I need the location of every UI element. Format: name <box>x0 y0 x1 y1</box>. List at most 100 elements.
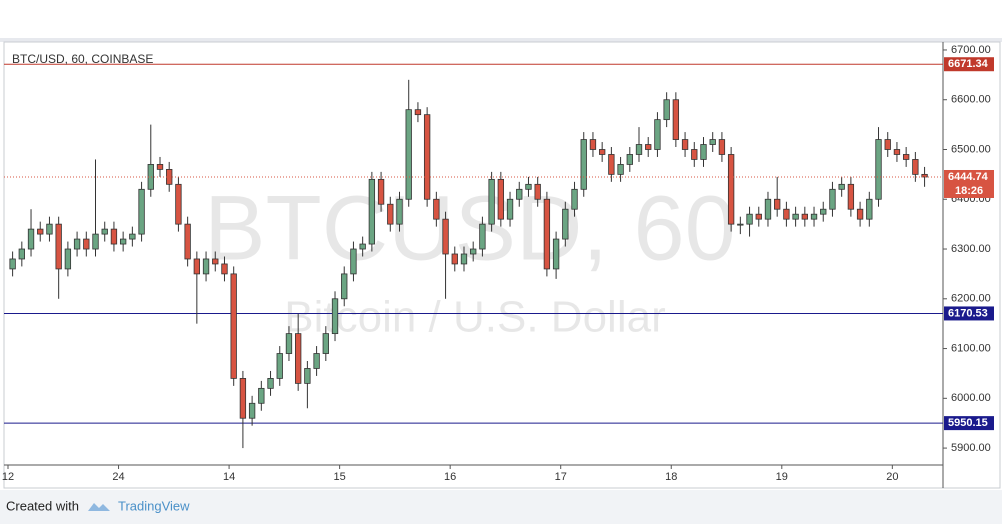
candle-body <box>654 119 661 150</box>
candle-body <box>691 149 698 160</box>
level-label-box <box>944 416 994 431</box>
level-label: 5950.15 <box>948 417 988 429</box>
candle-body <box>884 139 891 150</box>
candle-body <box>672 99 680 140</box>
candle-body <box>534 183 541 200</box>
x-tick-label: 14 <box>223 471 235 483</box>
x-tick-label: 19 <box>776 471 788 483</box>
candle-body <box>562 208 569 240</box>
y-tick-label: 6000.00 <box>951 392 991 404</box>
candle-body <box>295 333 302 384</box>
candle-body <box>700 144 707 160</box>
candle-body <box>110 228 118 245</box>
candle-body <box>571 188 578 210</box>
y-tick-label: 6300.00 <box>951 243 991 255</box>
candle-body <box>589 139 597 150</box>
candle-body <box>709 139 716 145</box>
candle-body <box>774 198 781 210</box>
candle-body <box>175 183 182 225</box>
watermark: BTCUSD, 60 <box>204 177 736 279</box>
candle-body <box>341 273 348 300</box>
candle-body <box>64 248 72 270</box>
candle-body <box>718 139 726 155</box>
candle-body <box>387 203 394 225</box>
candle-body <box>746 213 753 225</box>
x-tick-label: 16 <box>444 471 456 483</box>
level-label-box <box>944 306 994 321</box>
candle-body <box>838 183 845 190</box>
candle-body <box>73 238 81 250</box>
footer-prefix: Created with <box>6 498 79 513</box>
footer-brand[interactable]: TradingView <box>118 498 190 513</box>
candle-body <box>239 378 247 419</box>
candle-body <box>497 178 504 220</box>
candle-body <box>626 154 633 165</box>
candle-body <box>727 154 735 225</box>
candle-body <box>156 164 164 170</box>
candle-body <box>433 198 440 220</box>
candle-body <box>322 333 329 354</box>
candle-body <box>516 188 523 200</box>
candle-body <box>405 109 412 200</box>
candle-body <box>27 228 35 250</box>
level-label: 6170.53 <box>948 307 988 319</box>
watermark-subtitle: Bitcoin / U.S. Dollar <box>284 293 665 342</box>
candle-body <box>101 228 108 235</box>
candle-body <box>663 99 670 121</box>
candle-body <box>442 218 449 255</box>
candle-body <box>617 164 624 175</box>
candle-body <box>552 238 560 270</box>
candle-body <box>83 238 90 250</box>
candle-body <box>129 233 136 240</box>
candle-body <box>276 353 283 379</box>
candle-body <box>479 223 486 250</box>
candle-body <box>783 208 790 220</box>
candle-body <box>359 243 366 250</box>
candle-body <box>212 258 219 265</box>
candle-body <box>9 258 16 270</box>
candle-body <box>37 228 44 235</box>
candle-body <box>18 248 25 260</box>
candle-body <box>921 173 928 178</box>
candle-body <box>304 368 311 384</box>
level-label: 6671.34 <box>948 58 989 70</box>
candle-body <box>451 253 458 265</box>
candle-body <box>92 233 99 250</box>
candle-body <box>902 154 910 160</box>
candle-body <box>230 273 237 379</box>
candle-body <box>267 378 274 389</box>
y-tick-label: 6100.00 <box>951 342 991 354</box>
candle-body <box>184 223 191 260</box>
candle-body <box>681 139 689 150</box>
top-bar <box>0 0 1002 38</box>
x-tick-label: 24 <box>112 471 124 483</box>
candle-body <box>525 183 532 190</box>
candle-body <box>119 238 127 245</box>
candle-body <box>396 198 403 225</box>
x-tick-label: 17 <box>555 471 567 483</box>
x-tick-label: 18 <box>665 471 677 483</box>
footer <box>0 490 1002 524</box>
candle-body <box>856 208 864 220</box>
candle-body <box>46 223 53 235</box>
y-tick-label: 6600.00 <box>951 94 991 106</box>
tradingview-logo <box>88 503 110 511</box>
candle-body <box>313 353 320 369</box>
candle-body <box>138 188 145 235</box>
candle-body <box>248 402 256 419</box>
candle-body <box>829 188 836 210</box>
candle-body <box>912 159 919 175</box>
top-border <box>0 38 1002 42</box>
x-tick-label: 20 <box>886 471 898 483</box>
candle-body <box>866 198 873 220</box>
y-tick-label: 5900.00 <box>951 442 991 454</box>
candle-body <box>645 144 652 150</box>
chart-frame <box>3 41 1001 489</box>
candle-body <box>55 223 62 270</box>
y-tick-label: 6500.00 <box>951 143 991 155</box>
candle-body <box>470 248 477 255</box>
candle-body <box>580 139 587 190</box>
candle-body <box>414 109 422 116</box>
candle-body <box>350 248 357 275</box>
